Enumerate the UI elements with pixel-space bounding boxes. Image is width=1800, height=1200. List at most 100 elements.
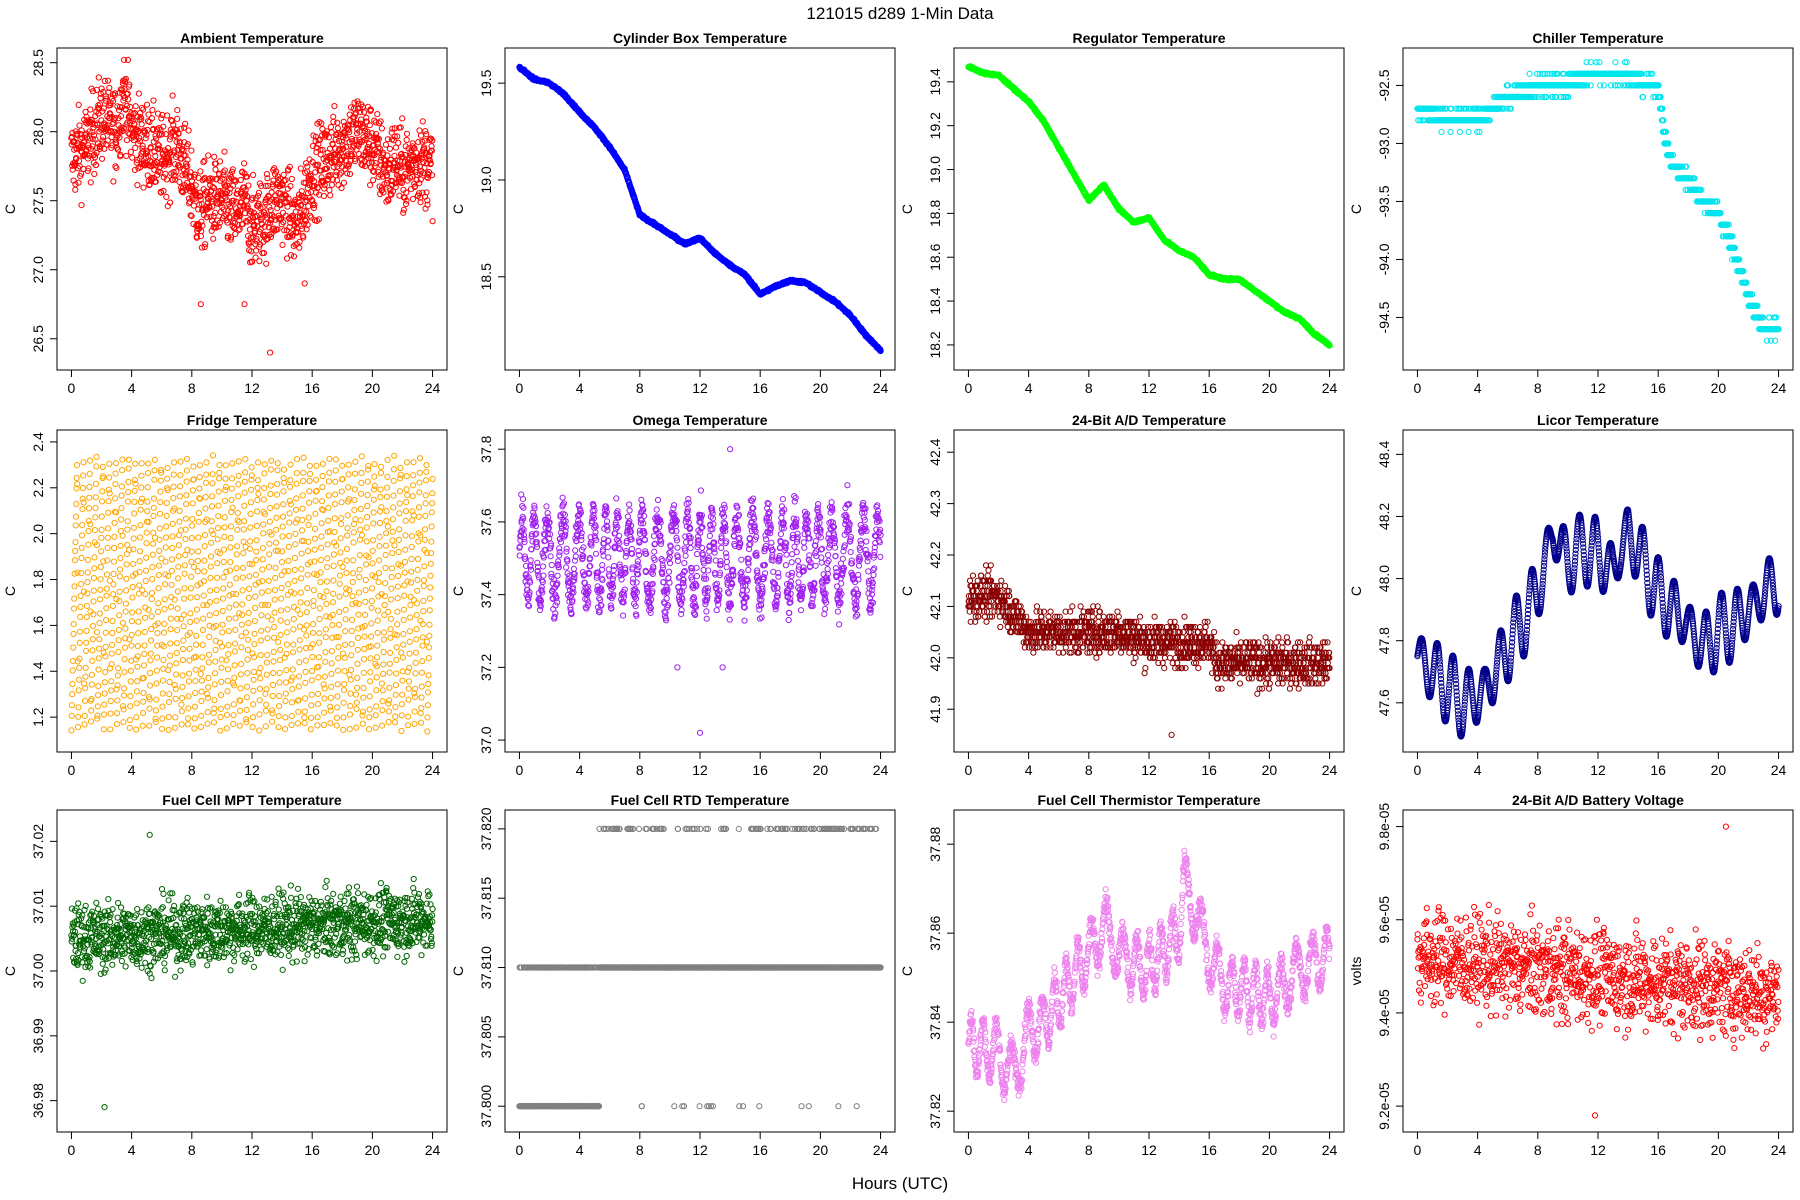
data-point	[420, 144, 428, 151]
data-point	[229, 166, 236, 173]
data-point	[188, 147, 195, 154]
data-point	[89, 135, 96, 142]
data-point	[173, 168, 180, 175]
data-point	[201, 157, 208, 164]
data-point	[380, 149, 387, 156]
data-point	[414, 156, 421, 163]
data-point	[235, 227, 242, 234]
data-point	[87, 179, 94, 186]
data-point	[127, 148, 134, 155]
data-point	[152, 135, 160, 142]
data-point	[315, 161, 322, 168]
data-point	[338, 184, 345, 192]
data-point	[357, 108, 364, 116]
data-point	[89, 88, 97, 95]
data-point	[232, 230, 239, 238]
data-point	[191, 171, 198, 178]
data-point	[100, 105, 107, 112]
data-point	[391, 133, 398, 140]
data-point	[84, 167, 91, 174]
data-point	[413, 164, 420, 171]
data-point	[288, 216, 295, 223]
x-tick-label: 12	[244, 380, 260, 396]
data-point	[138, 121, 145, 128]
x-tick-label: 12	[692, 380, 708, 396]
data-point	[1447, 128, 1454, 135]
x-tick-label: 24	[1322, 380, 1338, 396]
data-point	[368, 159, 375, 166]
data-point	[420, 158, 427, 166]
data-point	[314, 162, 321, 169]
data-point	[371, 168, 378, 175]
x-tick-label: 16	[304, 380, 320, 396]
data-point	[142, 135, 149, 142]
data-point	[108, 127, 115, 135]
data-point	[133, 126, 140, 133]
x-tick-label: 20	[1262, 380, 1278, 396]
data-point	[76, 122, 83, 129]
data-point	[371, 117, 378, 124]
data-point	[75, 101, 82, 109]
data-point	[243, 204, 250, 211]
data-point	[399, 115, 406, 122]
data-point	[321, 182, 328, 189]
data-point	[216, 219, 223, 226]
data-point	[300, 234, 307, 241]
data-point	[261, 223, 268, 230]
data-point	[78, 127, 85, 134]
data-point	[196, 189, 203, 196]
data-point	[370, 177, 377, 184]
data-point	[310, 204, 317, 212]
data-point	[378, 125, 385, 132]
y-axis-label: C	[1348, 204, 1364, 214]
data-point	[226, 189, 233, 196]
data-point	[154, 110, 162, 117]
data-point	[303, 208, 310, 215]
data-point	[338, 138, 345, 145]
data-point	[185, 127, 192, 134]
data-point	[198, 244, 205, 251]
data-point	[184, 141, 191, 148]
data-point	[371, 163, 378, 170]
data-point	[132, 103, 139, 110]
data-point	[193, 234, 200, 241]
data-point	[210, 185, 218, 192]
data-point	[294, 219, 301, 226]
data-point	[415, 139, 422, 146]
x-tick-label: 16	[752, 380, 768, 396]
data-point	[134, 128, 141, 136]
data-point	[124, 90, 131, 97]
data-point	[250, 171, 257, 179]
data-point	[98, 85, 105, 92]
x-tick-label: 8	[636, 380, 644, 396]
figure-title: 121015 d289 1-Min Data	[806, 4, 994, 23]
data-point	[166, 159, 173, 166]
x-tick-label: 0	[516, 380, 524, 396]
data-point	[266, 204, 273, 211]
data-point	[344, 170, 351, 177]
data-point	[176, 140, 183, 147]
data-point	[342, 132, 349, 139]
data-point	[87, 106, 94, 113]
data-point	[390, 137, 397, 144]
data-point	[197, 301, 204, 308]
data-point	[181, 124, 188, 131]
data-point	[221, 167, 228, 174]
data-point	[428, 143, 435, 150]
data-point	[85, 165, 92, 172]
data-point	[184, 156, 191, 163]
data-point	[104, 124, 111, 131]
data-point	[169, 92, 176, 99]
data-point	[402, 200, 410, 208]
x-tick-label: 0	[68, 380, 76, 396]
data-point	[429, 218, 436, 225]
data-point	[163, 193, 170, 200]
data-point	[174, 115, 181, 123]
data-point	[159, 150, 167, 157]
data-point	[187, 212, 194, 219]
data-point	[236, 213, 243, 220]
data-point	[365, 146, 372, 153]
data-point	[244, 202, 251, 209]
y-tick-label: 19.0	[478, 166, 494, 193]
